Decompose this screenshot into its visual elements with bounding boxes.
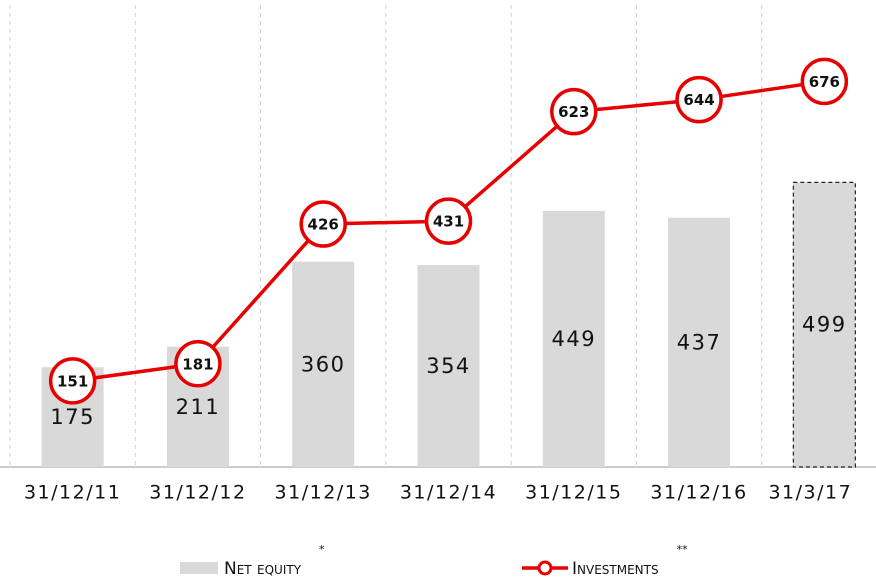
point-label: 151 (57, 372, 88, 390)
point-label: 644 (683, 91, 714, 109)
x-tick-label: 31/12/16 (650, 482, 747, 504)
x-tick-label: 31/3/17 (768, 482, 852, 504)
point-label: 426 (308, 216, 339, 234)
marker (800, 57, 849, 106)
marker (424, 197, 473, 245)
marker (48, 357, 97, 405)
bar-label: 449 (551, 327, 596, 351)
bar-label: 175 (50, 405, 95, 429)
marker (675, 75, 723, 124)
bar-label: 354 (426, 354, 471, 378)
legend-marker (537, 560, 553, 576)
point-label: 431 (433, 213, 464, 231)
x-tick-label: 31/12/11 (24, 482, 121, 504)
legend-label: Net equity (224, 559, 302, 579)
marker (550, 87, 598, 136)
legend-label: Investments (572, 559, 659, 579)
legend-note: ** (677, 543, 689, 556)
bar (668, 217, 731, 467)
x-tick-label: 31/12/14 (400, 482, 497, 504)
bar (292, 261, 355, 467)
bar-label: 360 (301, 352, 346, 376)
bar-label: 499 (802, 313, 847, 337)
bar (542, 210, 605, 468)
x-tick-label: 31/12/15 (525, 482, 622, 504)
x-tick-label: 31/12/12 (149, 482, 246, 504)
bar-label: 211 (176, 395, 221, 419)
point-label: 623 (558, 103, 589, 121)
marker (174, 340, 222, 388)
point-label: 181 (182, 355, 213, 373)
marker (299, 200, 347, 248)
legend-swatch (180, 562, 218, 574)
legend-note: * (319, 543, 325, 556)
point-label: 676 (809, 73, 840, 91)
bar (792, 181, 856, 468)
bar (417, 265, 480, 467)
x-tick-label: 31/12/13 (275, 482, 372, 504)
bar-label: 437 (677, 330, 722, 354)
